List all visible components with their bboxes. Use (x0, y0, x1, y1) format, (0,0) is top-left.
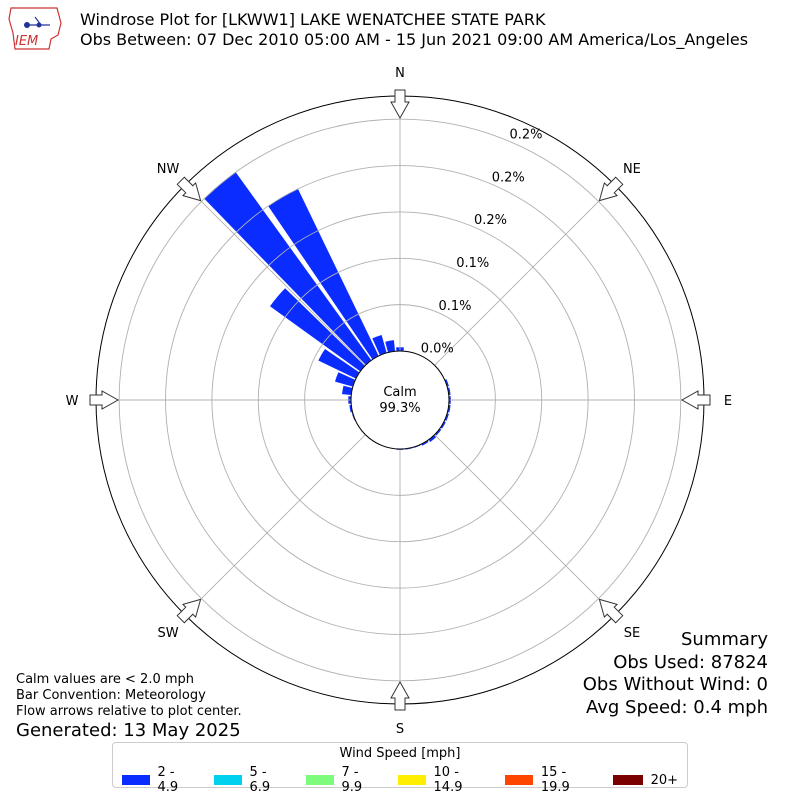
legend-item: 20+ (612, 765, 679, 795)
legend-label: 10 - 14.9 (433, 765, 463, 795)
summary-obs-without-wind: Obs Without Wind: 0 (582, 674, 768, 695)
flow-arrow-icon (598, 598, 624, 624)
direction-label: N (395, 66, 405, 81)
calm-circle (350, 350, 450, 450)
legend-label: 15 - 19.9 (540, 765, 570, 795)
windrose-bar (444, 413, 449, 421)
flow-arrow-icon (598, 176, 624, 202)
flow-note: Flow arrows relative to plot center. (16, 704, 242, 719)
calm-note: Calm values are < 2.0 mph (16, 672, 195, 687)
windrose-bar (440, 421, 446, 429)
windrose-bar (421, 440, 429, 446)
legend-item: 5 - 6.9 (213, 765, 288, 795)
direction-label: W (66, 394, 79, 409)
bar-convention-note: Bar Convention: Meteorology (16, 688, 206, 703)
legend-swatch (505, 775, 533, 785)
logo-connector-line (34, 16, 42, 26)
ring-label: 0.0% (421, 342, 454, 357)
direction-label: NE (623, 162, 641, 177)
footer-notes: Calm values are < 2.0 mph Bar Convention… (16, 672, 242, 742)
flow-arrow-icon (390, 89, 410, 120)
legend-item: 15 - 19.9 (505, 765, 594, 795)
direction-label: S (396, 722, 404, 737)
legend-label: 7 - 9.9 (341, 765, 363, 795)
summary-avg-speed: Avg Speed: 0.4 mph (586, 696, 768, 718)
ring-label: 0.1% (438, 299, 471, 314)
windrose-bar (204, 172, 372, 365)
windrose-bar (435, 428, 442, 436)
page-title: Windrose Plot for [LKWW1] LAKE WENATCHEE… (80, 10, 546, 29)
ring-label: 0.2% (474, 213, 507, 228)
legend-swatch (612, 775, 643, 785)
iowa-outline-shape (8, 7, 62, 50)
legend-items: 2 - 4.9 5 - 6.9 7 - 9.9 10 - 14.9 15 - 1… (113, 765, 687, 795)
direction-label: SW (158, 626, 179, 641)
direction-label: NW (157, 162, 180, 177)
windrose-bar (268, 188, 379, 360)
windrose-bar (342, 385, 353, 396)
legend-title: Wind Speed [mph] (339, 746, 461, 761)
flow-arrow-icon (176, 598, 202, 624)
summary-title: Summary (681, 629, 768, 650)
legend-swatch (305, 775, 334, 785)
direction-label: SE (624, 626, 640, 641)
legend-label: 5 - 6.9 (249, 765, 271, 795)
summary-obs-used: Obs Used: 87824 (613, 651, 768, 673)
ring-label: 0.2% (509, 128, 542, 143)
page-subtitle: Obs Between: 07 Dec 2010 05:00 AM - 15 J… (80, 30, 749, 49)
windrose-bar (444, 379, 449, 387)
windrose-bar (318, 349, 360, 379)
calm-label: Calm (383, 385, 416, 400)
flow-arrow-icon (89, 390, 120, 410)
windrose-bar (270, 288, 365, 372)
flow-arrow-icon (680, 390, 711, 410)
flow-arrow-icon (176, 176, 202, 202)
windrose-bar (372, 335, 387, 356)
windrose-bar (335, 372, 356, 387)
legend-label: 20+ (650, 772, 679, 788)
legend-swatch (397, 775, 426, 785)
calm-value: 99.3% (379, 401, 420, 416)
ring-label: 0.1% (456, 256, 489, 271)
legend-swatch (122, 775, 150, 785)
direction-label: E (724, 394, 732, 409)
legend-label: 2 - 4.9 (157, 765, 179, 795)
grid-spoke (184, 184, 366, 366)
generated-date: Generated: 13 May 2025 (16, 720, 241, 741)
legend-item: 10 - 14.9 (397, 765, 487, 795)
legend-item: 2 - 4.9 (122, 765, 196, 795)
summary-panel: Summary Obs Used: 87824 Obs Without Wind… (583, 629, 768, 719)
header: Windrose Plot for [LKWW1] LAKE WENATCHEE… (80, 10, 748, 50)
windrose-bar (385, 340, 396, 353)
legend-swatch (213, 775, 242, 785)
grid-spoke (434, 184, 616, 366)
flow-arrow-icon (390, 680, 410, 711)
logo-text: IEM (15, 34, 38, 49)
legend-item: 7 - 9.9 (305, 765, 380, 795)
windrose-bar (428, 435, 437, 442)
grid-spoke (184, 434, 366, 616)
legend: Wind Speed [mph] 2 - 4.9 5 - 6.9 7 - 9.9… (112, 742, 688, 795)
ring-label: 0.2% (492, 170, 525, 185)
iem-logo: IEM (8, 7, 62, 50)
grid-spoke (434, 434, 616, 616)
